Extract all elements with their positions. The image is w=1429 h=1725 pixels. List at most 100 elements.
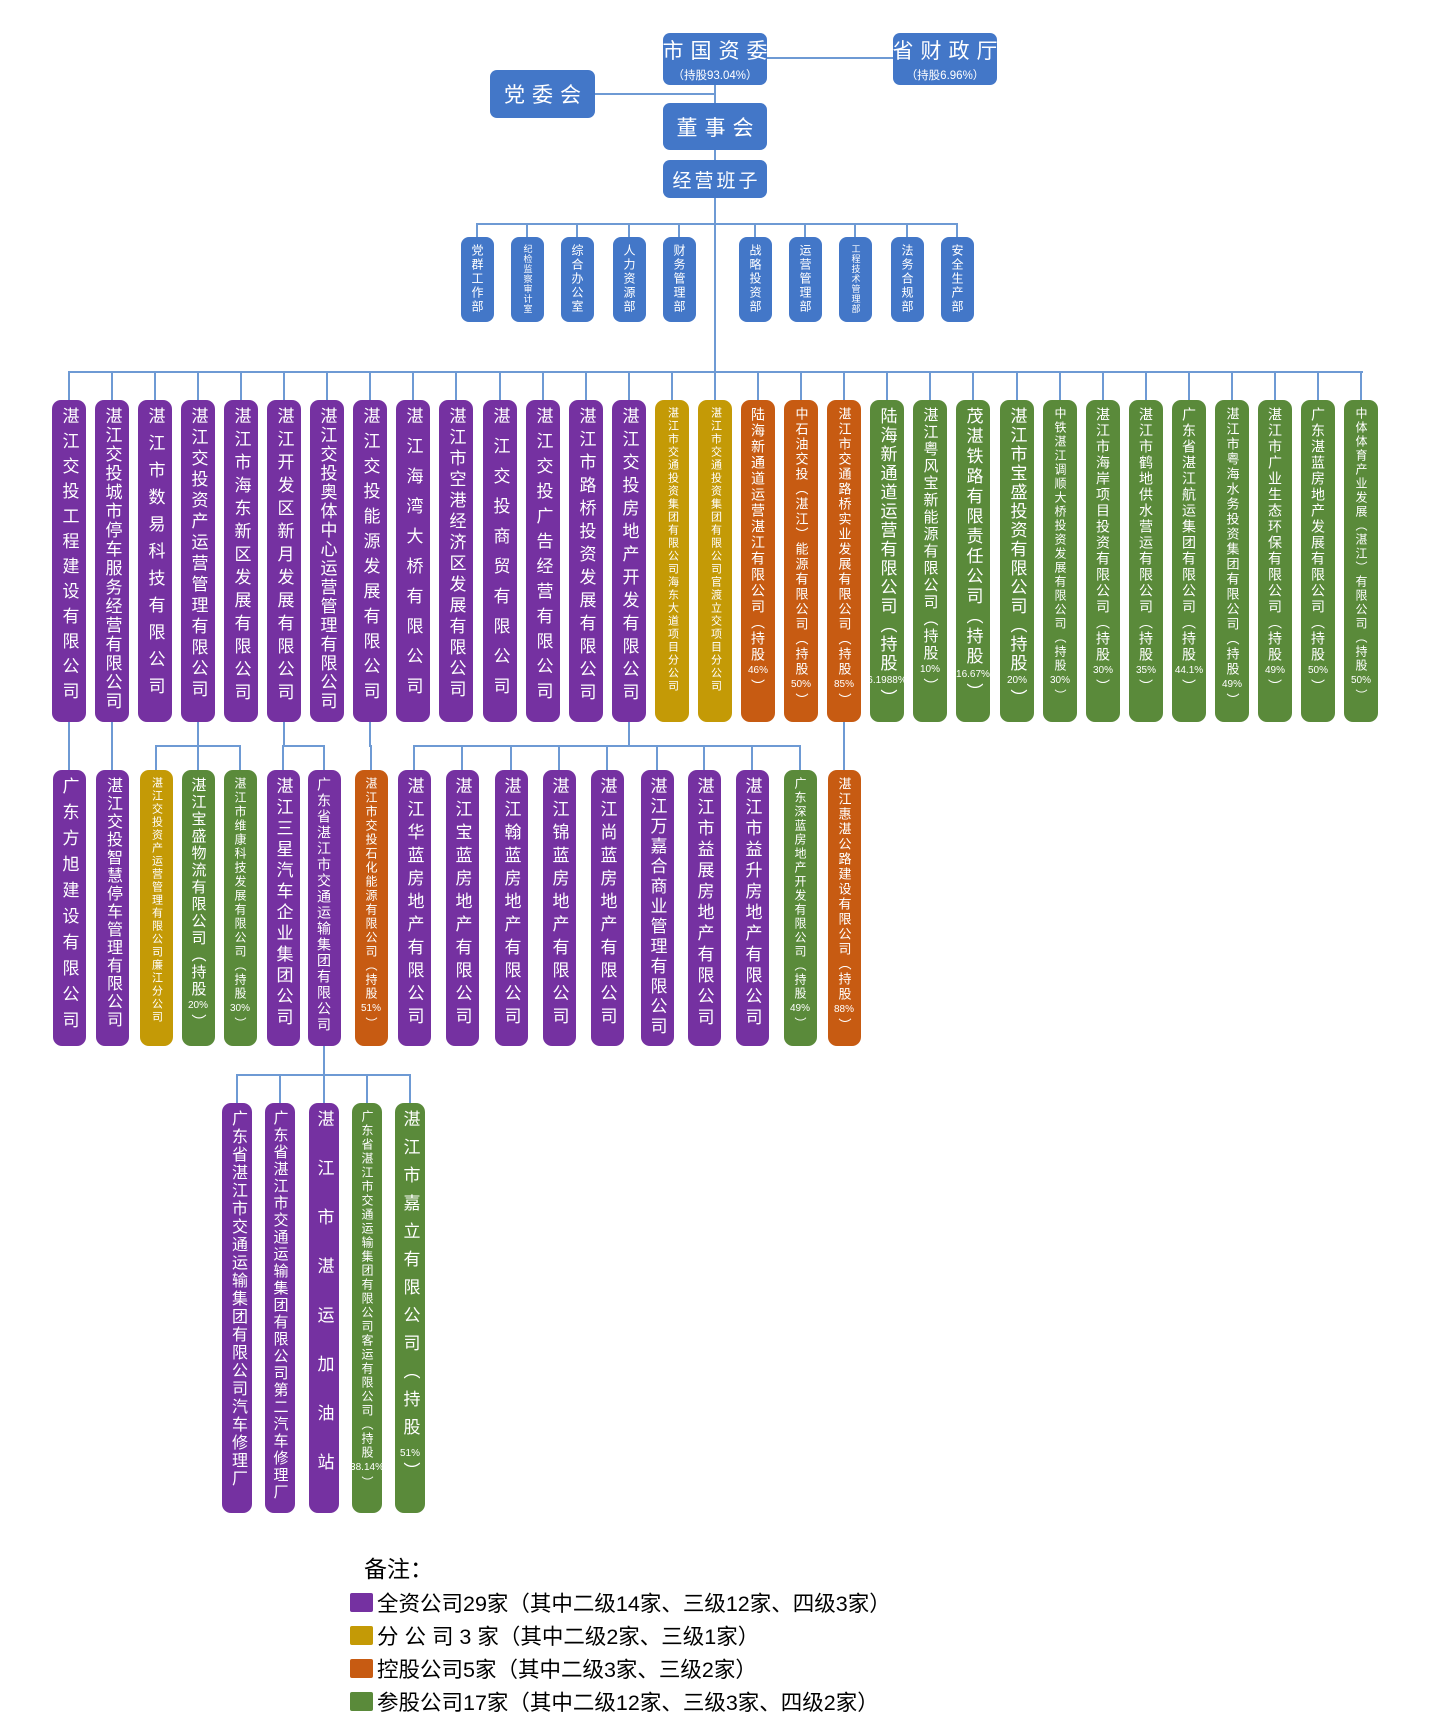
node-label: 茂湛铁路有限责任公司（持股: [963, 407, 983, 667]
node-label-close: ）: [750, 679, 766, 695]
legend-items: 全资公司29家（其中二级14家、三级12家、四级3家） 分 公 司 3 家（其中…: [350, 1590, 891, 1715]
department-label: 工程技术管理部: [850, 244, 861, 314]
node-label: 湛江尚蓝房地产有限公司: [597, 777, 617, 1030]
legend-row: 控股公司5家（其中二级3家、三级2家）: [350, 1656, 891, 1682]
legend-heading: 备注：: [364, 1556, 433, 1582]
connector-line: [413, 746, 415, 770]
node-label: 湛江粤风宝新能源有限公司（持股: [921, 407, 939, 662]
connector-line: [1231, 372, 1233, 400]
connector-line: [595, 93, 715, 95]
node-shareholding-pct: 46%: [747, 665, 768, 676]
node-label: 广东省湛江市交通运输集团有限公司汽车修理厂: [229, 1110, 246, 1488]
node-label-close: ）: [364, 1017, 378, 1031]
connector-line: [804, 224, 806, 237]
node-shareholding-pct: 6.1988%: [867, 675, 907, 686]
org-node: 湛江交投智慧停车管理有限公司: [95, 770, 129, 1046]
node-label: 湛江市益展房地产有限公司: [694, 777, 714, 1029]
org-node: 中铁湛江调顺大桥投资发展有限公司（持股 30% ）: [1043, 400, 1077, 722]
connector-line: [757, 372, 759, 400]
node-label: 广东省湛江市交通运输集团有限公司第二汽车修理厂: [271, 1110, 289, 1501]
node-shareholding-pct: 88%: [833, 1004, 854, 1015]
department-label: 纪检监察审计室: [522, 244, 533, 314]
node-label: 湛江市空港经济区发展有限公司: [446, 407, 466, 701]
connector-line: [68, 372, 70, 400]
connector-line: [1317, 372, 1319, 400]
legend-label: 全资公司29家（其中二级14家、三级12家、四级3家）: [377, 1591, 891, 1616]
connector-line: [68, 722, 70, 746]
department-label: 财务管理部: [672, 244, 686, 314]
connector-line: [656, 746, 658, 770]
node-shareholding-pct: 50%: [1307, 665, 1328, 676]
department-label: 法务合规部: [900, 244, 914, 314]
org-node: 湛江市海东新区发展有限公司: [224, 400, 258, 722]
org-node: 湛江惠湛公路建设有限公司（持股 88% ）: [827, 770, 861, 1046]
org-node: 湛江锦蓝房地产有限公司: [542, 770, 576, 1046]
node-label: 湛江市广业生态环保有限公司（持股: [1267, 407, 1283, 663]
node-label: 中铁湛江调顺大桥投资发展有限公司（持股: [1053, 407, 1067, 673]
org-node: 湛江交投奥体中心运营管理有限公司: [310, 400, 344, 722]
node-label-close: ）: [189, 1014, 207, 1031]
org-node: 湛江尚蓝房地产有限公司: [590, 770, 624, 1046]
node-label-close: ）: [1354, 689, 1368, 703]
node-shareholding-pct: 30%: [1092, 665, 1113, 676]
department-node: 法务合规部: [890, 237, 924, 322]
node-label: 湛江交投广告经营有限公司: [533, 407, 553, 707]
connector-line: [326, 372, 328, 400]
node-label: 湛江交投商贸有限公司: [490, 407, 510, 707]
org-node: 湛江市湛运加油站: [309, 1103, 339, 1513]
org-node: 湛江市数易科技有限公司: [138, 400, 172, 722]
legend-label: 分 公 司 3 家（其中二级2家、三级1家）: [377, 1624, 760, 1649]
connector-line: [606, 746, 608, 770]
connector-line: [283, 722, 285, 746]
org-node: 湛江华蓝房地产有限公司: [397, 770, 431, 1046]
connector-line: [499, 372, 501, 400]
node-label: 湛江开发区新月发展有限公司: [274, 407, 294, 706]
node-label-close: ）: [233, 1017, 247, 1031]
connector-line: [929, 372, 931, 400]
node-label: 湛江市鹤地供水营运有限公司（持股: [1138, 407, 1154, 663]
connector-line: [1274, 372, 1276, 400]
org-node: 湛江粤风宝新能源有限公司（持股 10% ）: [913, 400, 947, 722]
connector-line: [1188, 372, 1190, 400]
node-label-close: ）: [1095, 679, 1111, 695]
org-node: 湛江交投能源发展有限公司: [353, 400, 387, 722]
node-label: 湛江交投资产运营管理有限公司: [188, 407, 208, 701]
node-label: 湛江市交通投资集团有限公司海东大道项目分公司: [666, 407, 679, 693]
node-label-close: ）: [1007, 689, 1027, 708]
connector-line: [628, 722, 630, 746]
connector-line: [886, 372, 888, 400]
node-label-close: ）: [793, 1017, 807, 1031]
node-label-close: ）: [793, 693, 809, 708]
node-label: 湛江华蓝房地产有限公司: [404, 777, 424, 1030]
legend-label: 控股公司5家（其中二级3家、三级2家）: [377, 1657, 757, 1682]
node-label: 湛江翰蓝房地产有限公司: [501, 777, 521, 1030]
org-node: 陆海新通道运营有限公司（持股 6.1988% ）: [867, 400, 907, 722]
node-shareholding-pct: 30%: [229, 1003, 250, 1014]
org-node: 湛江交投广告经营有限公司: [526, 400, 560, 722]
connector-line: [628, 224, 630, 237]
connector-line: [68, 746, 70, 770]
org-node: 湛江交投城市停车服务经营有限公司: [95, 400, 129, 722]
node-shareholding-pct: 51%: [399, 1448, 420, 1459]
org-node: 广东深蓝房地产开发有限公司（持股 49% ）: [783, 770, 817, 1046]
node-label: 中石油交投（湛江）能源有限公司（持股: [793, 407, 809, 677]
node-label: 湛江市海岸项目投资有限公司（持股: [1095, 407, 1111, 663]
node-label: 湛江市数易科技有限公司: [145, 407, 165, 704]
level3-row: 广东方旭建设有限公司 湛江交投智慧停车管理有限公司 湛江交投资产运营管理有限公司…: [0, 770, 1429, 1046]
connector-line: [369, 372, 371, 400]
node-shareholding-pct: 20%: [187, 1000, 208, 1011]
node-label: 中体体育产业发展（湛江）有限公司（持股: [1354, 407, 1368, 673]
org-node: 广东省湛江航运集团有限公司（持股 44.1% ）: [1172, 400, 1206, 722]
connector-line: [282, 746, 284, 770]
org-node: 湛江宝蓝房地产有限公司: [445, 770, 479, 1046]
node-label-close: ）: [836, 1018, 852, 1033]
node-label: 经营班子: [672, 170, 761, 192]
node-label: 湛江市嘉立有限公司（持股: [400, 1110, 420, 1446]
legend-color-swatch: [350, 1691, 373, 1711]
node-shareholding: （持股6.96%）: [905, 70, 985, 82]
department-node: 党群工作部: [460, 237, 494, 322]
node-label: 湛江惠湛公路建设有限公司（持股: [836, 777, 852, 1002]
level2-row: 湛江交投工程建设有限公司 湛江交投城市停车服务经营有限公司 湛江市数易科技有限公…: [0, 400, 1429, 722]
org-node: 中石油交投（湛江）能源有限公司（持股 50% ）: [784, 400, 818, 722]
connector-line: [542, 372, 544, 400]
